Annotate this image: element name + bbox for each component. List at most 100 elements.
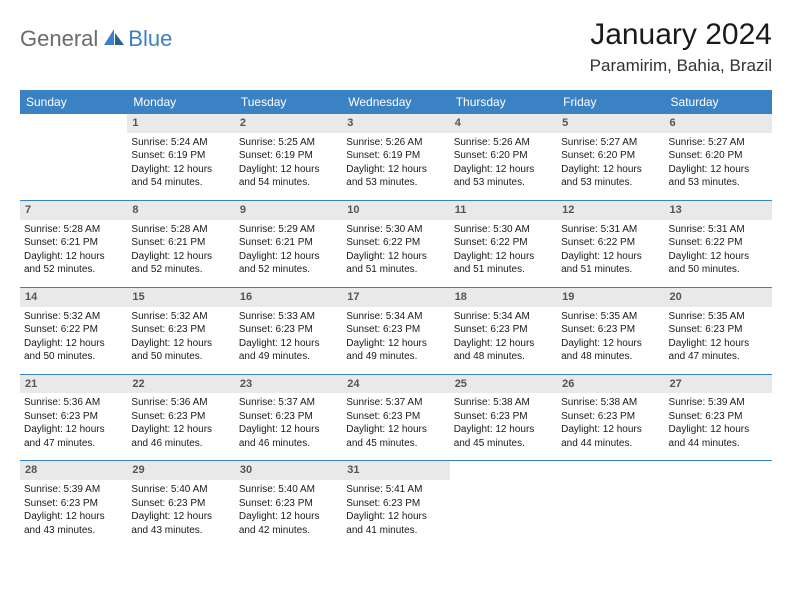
daylight-line: Daylight: 12 hours and 44 minutes.: [561, 423, 660, 450]
day-cell: 25Sunrise: 5:38 AMSunset: 6:23 PMDayligh…: [450, 375, 557, 461]
day-number: 9: [235, 201, 342, 220]
daylight-line: Daylight: 12 hours and 43 minutes.: [131, 510, 230, 537]
sunset-line: Sunset: 6:22 PM: [346, 236, 445, 250]
daylight-line: Daylight: 12 hours and 45 minutes.: [346, 423, 445, 450]
sunset-line: Sunset: 6:19 PM: [346, 149, 445, 163]
sunset-line: Sunset: 6:23 PM: [239, 497, 338, 511]
sunrise-line: Sunrise: 5:32 AM: [131, 310, 230, 324]
sunrise-line: Sunrise: 5:39 AM: [669, 396, 768, 410]
sunrise-line: Sunrise: 5:30 AM: [454, 223, 553, 237]
sunset-line: Sunset: 6:21 PM: [131, 236, 230, 250]
sunrise-line: Sunrise: 5:27 AM: [669, 136, 768, 150]
day-cell: 7Sunrise: 5:28 AMSunset: 6:21 PMDaylight…: [20, 201, 127, 287]
day-cell: 1Sunrise: 5:24 AMSunset: 6:19 PMDaylight…: [127, 114, 234, 200]
sunset-line: Sunset: 6:22 PM: [24, 323, 123, 337]
day-cell: [665, 461, 772, 547]
sunrise-line: Sunrise: 5:26 AM: [454, 136, 553, 150]
day-number: 27: [665, 375, 772, 394]
sunrise-line: Sunrise: 5:33 AM: [239, 310, 338, 324]
day-number: 7: [20, 201, 127, 220]
day-cell: [557, 461, 664, 547]
day-number: 2: [235, 114, 342, 133]
daylight-line: Daylight: 12 hours and 53 minutes.: [454, 163, 553, 190]
daylight-line: Daylight: 12 hours and 51 minutes.: [346, 250, 445, 277]
daylight-line: Daylight: 12 hours and 49 minutes.: [346, 337, 445, 364]
day-cell: 2Sunrise: 5:25 AMSunset: 6:19 PMDaylight…: [235, 114, 342, 200]
sunrise-line: Sunrise: 5:34 AM: [346, 310, 445, 324]
brand-word-2: Blue: [128, 26, 172, 52]
location-subtitle: Paramirim, Bahia, Brazil: [590, 56, 772, 76]
brand-word-1: General: [20, 26, 98, 52]
day-cell: 17 Sunrise: 5:34 AMSunset: 6:23 PMDayligh…: [342, 288, 449, 374]
day-cell: 6Sunrise: 5:27 AMSunset: 6:20 PMDaylight…: [665, 114, 772, 200]
sunset-line: Sunset: 6:23 PM: [454, 323, 553, 337]
sunset-line: Sunset: 6:23 PM: [346, 323, 445, 337]
daylight-line: Daylight: 12 hours and 43 minutes.: [24, 510, 123, 537]
day-cell: 26Sunrise: 5:38 AMSunset: 6:23 PMDayligh…: [557, 375, 664, 461]
day-number: 22: [127, 375, 234, 394]
day-number: 24: [342, 375, 449, 394]
day-number: 12: [557, 201, 664, 220]
sunrise-line: Sunrise: 5:36 AM: [24, 396, 123, 410]
daylight-line: Daylight: 12 hours and 50 minutes.: [131, 337, 230, 364]
daylight-line: Daylight: 12 hours and 53 minutes.: [346, 163, 445, 190]
daylight-line: Daylight: 12 hours and 48 minutes.: [561, 337, 660, 364]
daylight-line: Daylight: 12 hours and 51 minutes.: [454, 250, 553, 277]
day-cell: 24 Sunrise: 5:37 AMSunset: 6:23 PMDayligh…: [342, 375, 449, 461]
sunset-line: Sunset: 6:22 PM: [669, 236, 768, 250]
sunset-line: Sunset: 6:23 PM: [239, 323, 338, 337]
sunset-line: Sunset: 6:23 PM: [346, 410, 445, 424]
daylight-line: Daylight: 12 hours and 50 minutes.: [24, 337, 123, 364]
title-block: January 2024 Paramirim, Bahia, Brazil: [590, 18, 772, 76]
sunrise-line: Sunrise: 5:37 AM: [346, 396, 445, 410]
dow-monday: Monday: [127, 90, 234, 114]
sunset-line: Sunset: 6:23 PM: [24, 497, 123, 511]
sunset-line: Sunset: 6:19 PM: [131, 149, 230, 163]
brand-logo: General Blue: [20, 26, 172, 52]
sunrise-line: Sunrise: 5:29 AM: [239, 223, 338, 237]
sunset-line: Sunset: 6:23 PM: [131, 497, 230, 511]
sunset-line: Sunset: 6:23 PM: [561, 410, 660, 424]
sunrise-line: Sunrise: 5:36 AM: [131, 396, 230, 410]
day-cell: 9Sunrise: 5:29 AMSunset: 6:21 PMDaylight…: [235, 201, 342, 287]
day-number: 25: [450, 375, 557, 394]
day-number: 3: [342, 114, 449, 133]
daylight-line: Daylight: 12 hours and 52 minutes.: [131, 250, 230, 277]
daylight-line: Daylight: 12 hours and 52 minutes.: [24, 250, 123, 277]
sunrise-line: Sunrise: 5:34 AM: [454, 310, 553, 324]
sunrise-line: Sunrise: 5:31 AM: [669, 223, 768, 237]
sunrise-line: Sunrise: 5:40 AM: [239, 483, 338, 497]
daylight-line: Daylight: 12 hours and 53 minutes.: [561, 163, 660, 190]
day-number: 17: [342, 288, 449, 307]
dow-tuesday: Tuesday: [235, 90, 342, 114]
daylight-line: Daylight: 12 hours and 44 minutes.: [669, 423, 768, 450]
day-number: 30: [235, 461, 342, 480]
daylight-line: Daylight: 12 hours and 46 minutes.: [131, 423, 230, 450]
sunset-line: Sunset: 6:23 PM: [454, 410, 553, 424]
daylight-line: Daylight: 12 hours and 48 minutes.: [454, 337, 553, 364]
day-number: 15: [127, 288, 234, 307]
sunrise-line: Sunrise: 5:32 AM: [24, 310, 123, 324]
sunrise-line: Sunrise: 5:39 AM: [24, 483, 123, 497]
sunrise-line: Sunrise: 5:41 AM: [346, 483, 445, 497]
sunset-line: Sunset: 6:23 PM: [669, 323, 768, 337]
sunset-line: Sunset: 6:23 PM: [239, 410, 338, 424]
daylight-line: Daylight: 12 hours and 47 minutes.: [24, 423, 123, 450]
sunrise-line: Sunrise: 5:38 AM: [454, 396, 553, 410]
day-cell: 31Sunrise: 5:41 AMSunset: 6:23 PMDayligh…: [342, 461, 449, 547]
daylight-line: Daylight: 12 hours and 47 minutes.: [669, 337, 768, 364]
daylight-line: Daylight: 12 hours and 49 minutes.: [239, 337, 338, 364]
day-number: 4: [450, 114, 557, 133]
day-cell: 13Sunrise: 5:31 AMSunset: 6:22 PMDayligh…: [665, 201, 772, 287]
week-row: 7Sunrise: 5:28 AMSunset: 6:21 PMDaylight…: [20, 201, 772, 287]
day-number: 8: [127, 201, 234, 220]
sunset-line: Sunset: 6:23 PM: [131, 323, 230, 337]
daylight-line: Daylight: 12 hours and 41 minutes.: [346, 510, 445, 537]
day-cell: 15 Sunrise: 5:32 AMSunset: 6:23 PMDayligh…: [127, 288, 234, 374]
day-number: 5: [557, 114, 664, 133]
sunset-line: Sunset: 6:20 PM: [454, 149, 553, 163]
day-number: 21: [20, 375, 127, 394]
sunrise-line: Sunrise: 5:40 AM: [131, 483, 230, 497]
sunrise-line: Sunrise: 5:27 AM: [561, 136, 660, 150]
sunrise-line: Sunrise: 5:24 AM: [131, 136, 230, 150]
